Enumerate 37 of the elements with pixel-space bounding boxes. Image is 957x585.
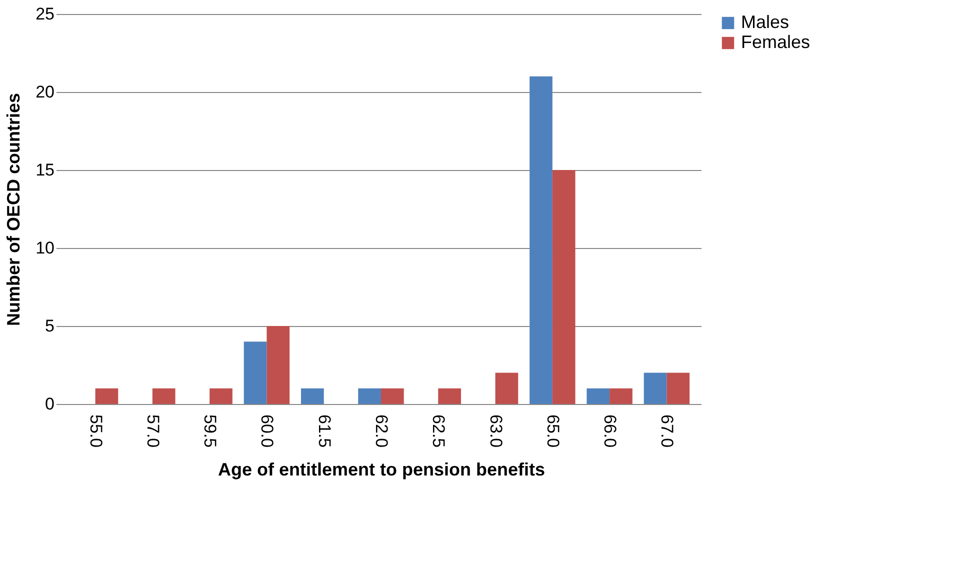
bar (644, 372, 667, 404)
y-tick-label: 15 (36, 160, 54, 180)
bar (152, 388, 176, 404)
x-tick-label: 59.5 (200, 414, 220, 448)
y-axis-title: Number of OECD countries (4, 92, 24, 326)
y-tick-label: 20 (36, 82, 54, 102)
x-tick-label: 60.0 (258, 414, 277, 448)
bar (530, 76, 552, 404)
bar (381, 388, 404, 404)
x-tick-label: 62.5 (429, 414, 448, 448)
x-tick-label: 65.0 (543, 414, 562, 448)
y-tick-label: 25 (36, 4, 54, 24)
legend-label: Females (741, 32, 810, 52)
bar (666, 372, 690, 404)
y-tick-label: 10 (36, 238, 54, 258)
bar (210, 388, 232, 404)
x-tick-label: 67.0 (658, 414, 677, 448)
bar (266, 326, 290, 404)
bar (301, 388, 324, 404)
bar (495, 372, 518, 404)
legend-label: Males (741, 12, 790, 32)
x-tick-label: 55.0 (86, 414, 106, 448)
bar (586, 388, 610, 404)
bar (95, 388, 118, 404)
bar (552, 170, 576, 404)
x-axis-title: Age of entitlement to pension benefits (218, 460, 546, 480)
x-tick-label: 61.5 (314, 414, 334, 448)
y-tick-label: 5 (45, 316, 54, 336)
x-tick-label: 57.0 (143, 414, 162, 448)
bar (244, 342, 267, 404)
bar (610, 388, 632, 404)
bar (358, 388, 381, 404)
x-tick-label: 62.0 (372, 414, 391, 448)
bar (438, 388, 461, 404)
x-tick-label: 63.0 (486, 414, 506, 448)
x-tick-label: 66.0 (600, 414, 620, 448)
y-tick-label: 0 (45, 394, 54, 414)
